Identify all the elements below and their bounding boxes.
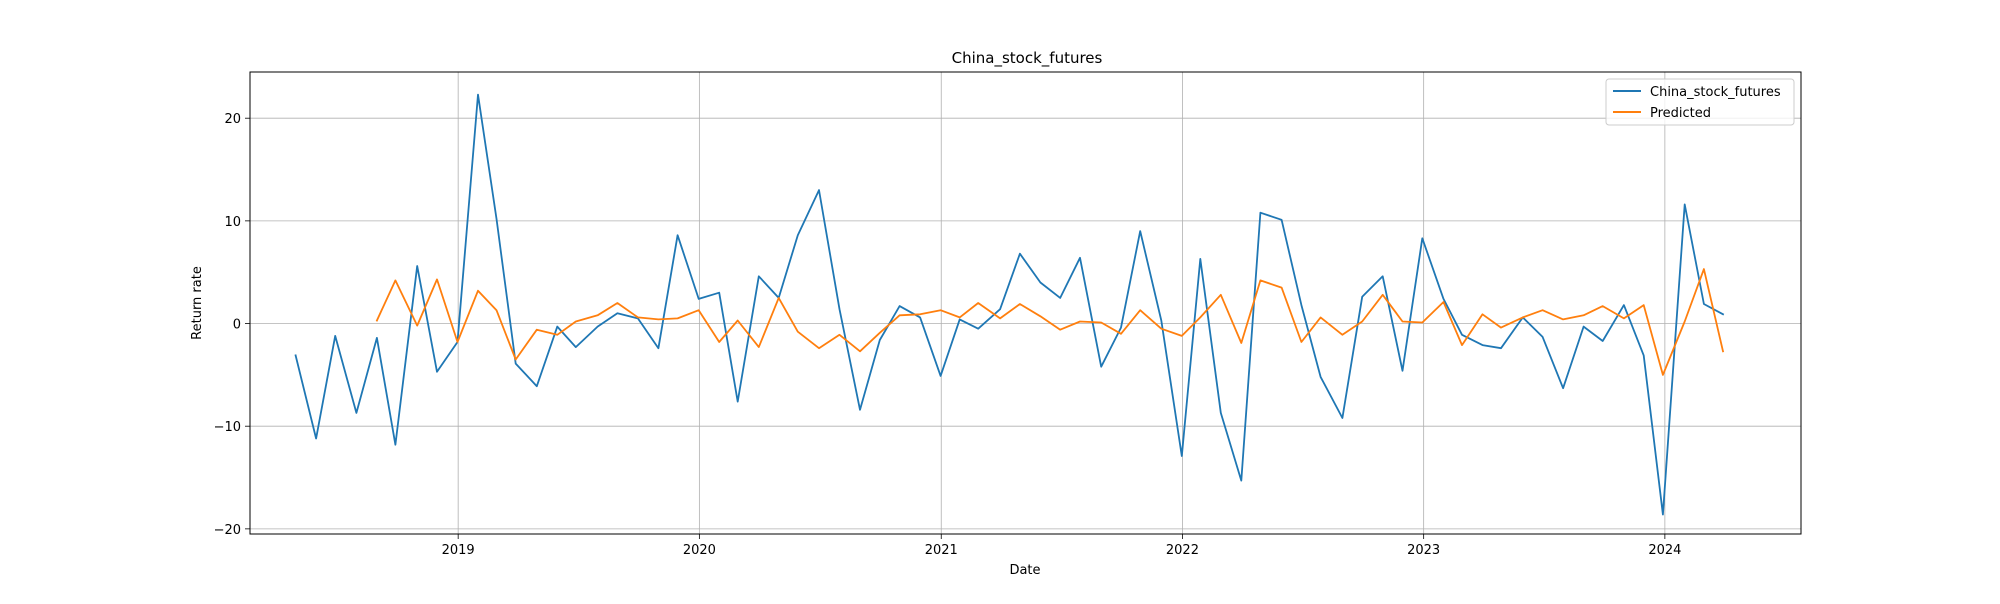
x-tick-label: 2020 bbox=[683, 543, 716, 558]
x-tick-label: 2024 bbox=[1648, 543, 1681, 558]
series-line-china-stock-futures bbox=[294, 93, 1725, 516]
x-tick-label: 2022 bbox=[1166, 543, 1199, 558]
legend: China_stock_futures Predicted bbox=[1605, 78, 1795, 126]
y-tick-label: −10 bbox=[214, 420, 241, 435]
legend-label-predicted: Predicted bbox=[1650, 106, 1711, 121]
y-tick-label: 20 bbox=[224, 112, 241, 127]
chart-title: China_stock_futures bbox=[952, 49, 1103, 68]
grid-lines bbox=[250, 72, 1801, 534]
series-lines bbox=[294, 93, 1725, 516]
y-tick-label: 0 bbox=[233, 318, 241, 333]
y-tick-label: 10 bbox=[224, 215, 241, 230]
y-axis-label: Return rate bbox=[190, 266, 205, 340]
x-tick-label: 2021 bbox=[925, 543, 958, 558]
legend-label-china-stock-futures: China_stock_futures bbox=[1650, 85, 1781, 100]
axis-ticks: 2019 2020 2021 2022 2023 2024 −20 −10 0 10 20 bbox=[214, 112, 1682, 558]
legend-box bbox=[1605, 78, 1795, 126]
y-tick-label: −20 bbox=[214, 523, 241, 538]
plot-frame bbox=[249, 71, 1802, 535]
x-axis-label: Date bbox=[1009, 563, 1040, 578]
x-tick-label: 2019 bbox=[442, 543, 475, 558]
series-line-predicted bbox=[375, 268, 1725, 376]
x-tick-label: 2023 bbox=[1407, 543, 1440, 558]
